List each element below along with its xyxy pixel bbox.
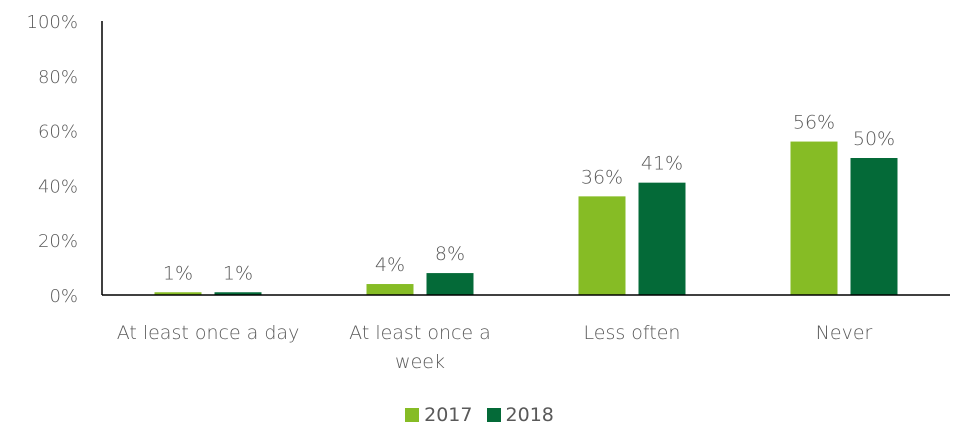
y-tick-label: 20% [38,231,78,252]
bar-2018 [426,273,474,295]
data-label-2017: 1% [163,262,193,284]
y-tick-label: 40% [38,176,78,197]
legend-item-2018: 2018 [486,404,554,426]
legend-swatch-2017 [405,408,420,422]
bar-2017 [578,196,626,295]
bar-2018 [214,292,262,295]
bars [154,141,898,295]
x-category-label: At least once a day [117,322,300,344]
legend: 2017 2018 [0,404,959,427]
legend-label-2018: 2018 [505,404,554,426]
data-labels: 1% 1% 4% 8% 36% 41% 56% 50% [163,112,895,285]
bar-2018 [850,158,898,295]
y-tick-label: 60% [38,122,78,143]
y-axis-ticks: 0% 20% 40% 60% 80% 100% [27,12,78,307]
y-tick-label: 0% [49,286,78,307]
data-label-2018: 41% [641,153,683,175]
bar-2017 [790,141,838,295]
data-label-2017: 36% [581,166,623,188]
legend-label-2017: 2017 [424,404,473,426]
x-category-label: At least once a week [349,322,491,373]
legend-item-2017: 2017 [405,404,472,426]
data-label-2017: 56% [793,112,835,134]
x-axis-category-labels: At least once a day At least once a week Le… [117,322,873,373]
bar-2018 [638,182,686,295]
legend-swatch-2018 [486,408,501,422]
x-category-label: Less often [584,322,681,344]
data-label-2018: 8% [435,243,465,265]
y-tick-label: 80% [38,67,78,88]
bar-2017 [366,284,414,295]
x-category-label: Never [816,322,873,344]
data-label-2018: 1% [223,262,253,284]
data-label-2018: 50% [853,128,895,150]
data-label-2017: 4% [375,254,405,276]
bar-2017 [154,292,202,295]
y-tick-label: 100% [27,12,78,33]
